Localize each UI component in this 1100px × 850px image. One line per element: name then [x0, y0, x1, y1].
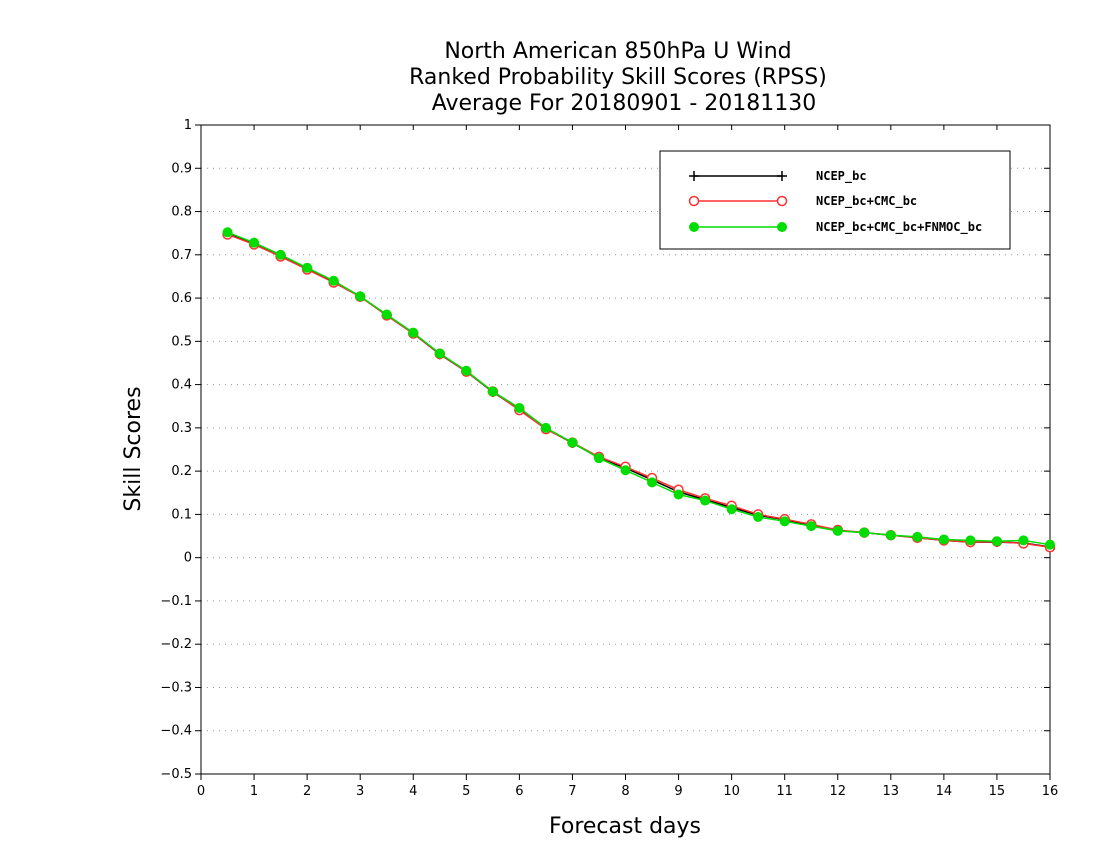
- data-point: [328, 275, 339, 286]
- x-tick-label: 2: [303, 784, 311, 799]
- x-tick-label: 14: [936, 784, 953, 799]
- y-tick-label: −0.1: [160, 594, 192, 609]
- x-tick-label: 9: [674, 784, 682, 799]
- series-group: [222, 227, 1056, 553]
- data-point: [965, 535, 976, 546]
- legend-marker: [689, 171, 699, 181]
- y-tick-label: −0.2: [160, 637, 192, 652]
- legend-marker: [777, 171, 787, 181]
- data-point: [647, 477, 658, 488]
- legend-marker: [689, 222, 699, 232]
- series-1: [222, 228, 1055, 552]
- data-point: [593, 453, 604, 464]
- x-tick-label: 0: [197, 784, 205, 799]
- series-line: [227, 233, 1051, 549]
- data-point: [1045, 539, 1055, 550]
- x-tick-label: 7: [568, 784, 576, 799]
- series-3: [222, 227, 1055, 550]
- data-point: [249, 237, 260, 248]
- data-point: [620, 465, 631, 476]
- y-tick-label: 0.7: [171, 248, 192, 263]
- x-tick-label: 6: [515, 784, 523, 799]
- data-point: [540, 422, 551, 433]
- y-axis-title: Skill Scores: [121, 386, 146, 511]
- data-point: [859, 527, 870, 538]
- data-point: [487, 386, 498, 397]
- y-tick-label: 0.5: [171, 334, 192, 349]
- data-point: [408, 327, 419, 338]
- y-tick-label: 0.3: [171, 421, 192, 436]
- x-tick-label: 1: [250, 784, 258, 799]
- data-point: [673, 489, 684, 500]
- title-line-1: North American 850hPa U Wind: [444, 39, 791, 64]
- gridlines: [201, 167, 1050, 732]
- x-axis: 0 1 2 3 4 5 6 7 8 9 10 11 12 13 14 15 16: [197, 125, 1058, 799]
- data-point: [461, 365, 472, 376]
- legend-item-1: NCEP_bc: [689, 169, 867, 184]
- data-point: [434, 348, 445, 359]
- legend-marker: [777, 222, 787, 232]
- x-tick-label: 11: [776, 784, 793, 799]
- data-point: [912, 531, 923, 542]
- data-point: [806, 521, 817, 532]
- y-tick-label: −0.5: [160, 767, 192, 782]
- y-tick-label: 0.9: [171, 161, 192, 176]
- y-tick-label: 0.4: [171, 378, 192, 393]
- data-point: [726, 504, 737, 515]
- data-point: [355, 291, 366, 302]
- y-tick-label: −0.3: [160, 680, 192, 695]
- legend-label: NCEP_bc: [816, 169, 867, 184]
- y-axis: −0.5 −0.4 −0.3 −0.2 −0.1 0 0.1 0.2 0.3 0.4 0.5 0.6 0…: [160, 118, 1050, 782]
- y-tick-label: 0.8: [171, 205, 192, 220]
- data-point: [885, 530, 896, 541]
- data-point: [779, 516, 790, 527]
- data-point: [832, 525, 843, 536]
- x-tick-label: 13: [883, 784, 900, 799]
- title-line-3: Average For 20180901 - 20181130: [432, 91, 817, 116]
- x-axis-title: Forecast days: [549, 814, 701, 839]
- data-point: [222, 227, 233, 238]
- x-tick-label: 16: [1042, 784, 1059, 799]
- y-tick-label: 0.1: [171, 507, 192, 522]
- legend-item-2: NCEP_bc+CMC_bc: [688, 194, 917, 209]
- legend-marker: [776, 195, 788, 207]
- data-point: [753, 511, 764, 522]
- y-tick-label: 0.2: [171, 464, 192, 479]
- x-tick-label: 12: [829, 784, 846, 799]
- data-point: [302, 262, 313, 273]
- data-point: [275, 249, 286, 260]
- data-point: [991, 536, 1002, 547]
- legend-label: NCEP_bc+CMC_bc+FNMOC_bc: [816, 220, 982, 235]
- series-line: [227, 232, 1051, 548]
- data-point: [1018, 535, 1029, 546]
- legend-marker: [688, 195, 700, 207]
- y-tick-label: −0.4: [160, 724, 192, 739]
- data-point: [700, 495, 711, 506]
- title-line-2: Ranked Probability Skill Scores (RPSS): [409, 65, 827, 90]
- series-line: [227, 231, 1051, 546]
- y-tick-label: 0.6: [171, 291, 192, 306]
- x-tick-label: 10: [723, 784, 740, 799]
- legend: NCEP_bc NCEP_bc+CMC_bc NCEP_bc+CMC_bc+FNMO…: [659, 150, 1011, 250]
- x-tick-label: 8: [621, 784, 629, 799]
- data-point: [938, 534, 949, 545]
- y-tick-label: 1: [184, 118, 192, 133]
- x-tick-label: 5: [462, 784, 470, 799]
- chart-title: North American 850hPa U Wind Ranked Prob…: [409, 39, 827, 116]
- legend-item-3: NCEP_bc+CMC_bc+FNMOC_bc: [689, 220, 982, 235]
- data-point: [381, 309, 392, 320]
- data-point: [567, 437, 578, 448]
- x-tick-label: 15: [989, 784, 1006, 799]
- y-tick-label: 0: [184, 551, 192, 566]
- x-tick-label: 4: [409, 784, 417, 799]
- series-2: [222, 229, 1056, 553]
- legend-label: NCEP_bc+CMC_bc: [816, 194, 917, 209]
- data-point: [514, 402, 525, 413]
- x-tick-label: 3: [356, 784, 364, 799]
- legend-box: [659, 150, 1011, 250]
